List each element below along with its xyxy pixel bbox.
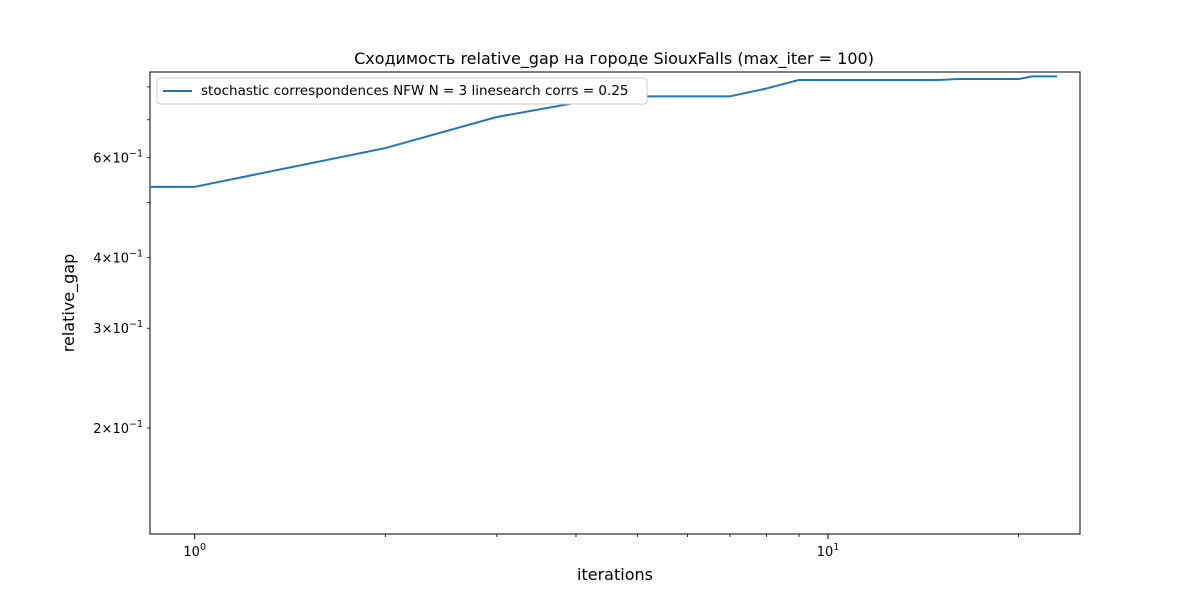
y-axis-ticks: 6×10−14×10−13×10−12×10−1 <box>93 86 150 437</box>
plot-area-frame <box>149 71 1081 535</box>
y-tick-label-mantissa: 3 <box>93 322 101 337</box>
y-tick-label-mantissa: 2 <box>93 422 101 437</box>
y-tick-label-exponent: −1 <box>129 248 143 259</box>
x-tick-label-exponent: 0 <box>200 542 206 553</box>
y-tick-label-mantissa: 6 <box>93 152 101 167</box>
y-tick-label-base: 10 <box>112 152 129 167</box>
series-layer <box>150 75 1058 188</box>
y-tick-label-times: × <box>102 251 113 266</box>
x-tick-label-base: 10 <box>183 545 200 560</box>
y-tick-label-times: × <box>102 422 113 437</box>
x-tick-label: 101 <box>817 542 840 560</box>
y-tick-label: 6×10−1 <box>93 149 143 167</box>
legend[interactable]: stochastic correspondences NFW N = 3 lin… <box>156 77 648 105</box>
series-line <box>150 75 1058 188</box>
legend-label: stochastic correspondences NFW N = 3 lin… <box>201 83 629 99</box>
y-tick-label-mantissa: 4 <box>93 251 101 266</box>
y-tick-label-exponent: −1 <box>129 149 143 160</box>
x-axis-ticks: 100 101 <box>183 534 1020 560</box>
y-tick-label: 4×10−1 <box>93 248 143 266</box>
y-tick-label-base: 10 <box>112 251 129 266</box>
y-tick-label-times: × <box>102 322 113 337</box>
y-tick-label-times: × <box>102 152 113 167</box>
chart-title: Сходимость relative_gap на городе SiouxF… <box>354 49 874 69</box>
x-axis-label: iterations <box>577 565 653 584</box>
x-tick-label: 100 <box>183 542 206 560</box>
x-tick-label-exponent: 1 <box>833 542 839 553</box>
y-tick-label-base: 10 <box>112 322 129 337</box>
y-axis-label: relative_gap <box>59 254 79 352</box>
y-tick-label: 3×10−1 <box>93 319 143 337</box>
y-tick-label: 2×10−1 <box>93 419 143 437</box>
x-tick-label-base: 10 <box>817 545 834 560</box>
y-tick-label-base: 10 <box>112 422 129 437</box>
y-tick-label-exponent: −1 <box>129 319 143 330</box>
legend-box <box>156 77 648 105</box>
y-tick-label-exponent: −1 <box>129 419 143 430</box>
